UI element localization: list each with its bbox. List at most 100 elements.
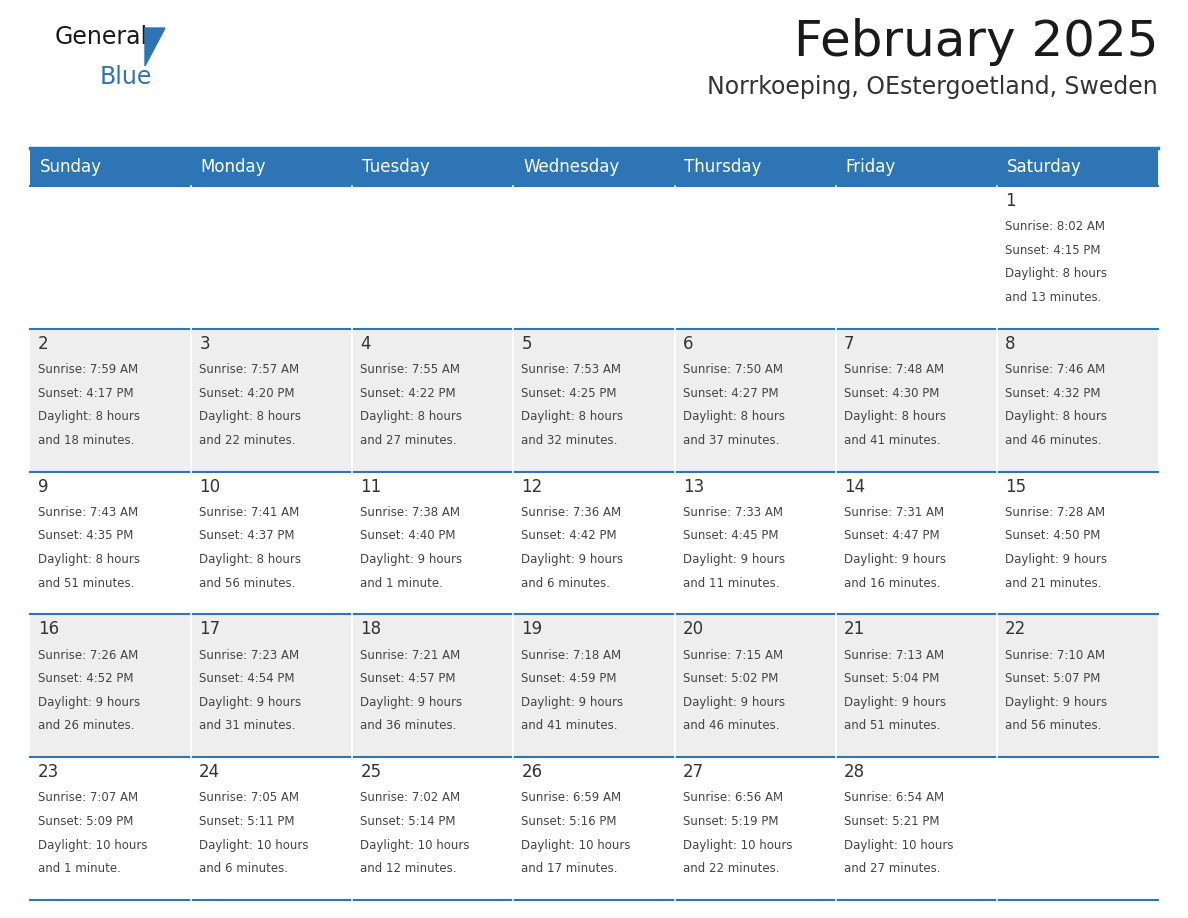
Text: 27: 27 bbox=[683, 763, 703, 781]
Text: Sunrise: 7:59 AM: Sunrise: 7:59 AM bbox=[38, 364, 138, 376]
Text: Sunrise: 7:13 AM: Sunrise: 7:13 AM bbox=[843, 649, 944, 662]
Text: Sunrise: 7:07 AM: Sunrise: 7:07 AM bbox=[38, 791, 138, 804]
Text: Sunrise: 7:43 AM: Sunrise: 7:43 AM bbox=[38, 506, 138, 519]
Text: and 36 minutes.: and 36 minutes. bbox=[360, 720, 456, 733]
Text: 25: 25 bbox=[360, 763, 381, 781]
Text: Sunrise: 7:10 AM: Sunrise: 7:10 AM bbox=[1005, 649, 1105, 662]
Text: 5: 5 bbox=[522, 335, 532, 353]
Text: Daylight: 8 hours: Daylight: 8 hours bbox=[843, 410, 946, 423]
Text: Sunset: 5:16 PM: Sunset: 5:16 PM bbox=[522, 815, 617, 828]
Bar bbox=[835, 614, 997, 757]
Text: Sunrise: 6:56 AM: Sunrise: 6:56 AM bbox=[683, 791, 783, 804]
Bar bbox=[835, 186, 997, 329]
Text: Sunset: 4:17 PM: Sunset: 4:17 PM bbox=[38, 386, 134, 399]
Text: 21: 21 bbox=[843, 621, 865, 638]
Text: Sunset: 4:32 PM: Sunset: 4:32 PM bbox=[1005, 386, 1100, 399]
Text: Daylight: 10 hours: Daylight: 10 hours bbox=[843, 839, 953, 852]
Text: Sunrise: 7:38 AM: Sunrise: 7:38 AM bbox=[360, 506, 460, 519]
Bar bbox=[513, 329, 675, 472]
Text: 2: 2 bbox=[38, 335, 49, 353]
Text: Sunrise: 7:02 AM: Sunrise: 7:02 AM bbox=[360, 791, 461, 804]
Text: 18: 18 bbox=[360, 621, 381, 638]
Text: Daylight: 9 hours: Daylight: 9 hours bbox=[683, 553, 785, 566]
Bar bbox=[675, 148, 835, 186]
Bar bbox=[675, 186, 835, 329]
Text: Daylight: 8 hours: Daylight: 8 hours bbox=[200, 553, 302, 566]
Text: Sunrise: 7:28 AM: Sunrise: 7:28 AM bbox=[1005, 506, 1105, 519]
Text: Daylight: 8 hours: Daylight: 8 hours bbox=[38, 410, 140, 423]
Bar bbox=[513, 757, 675, 900]
Text: Blue: Blue bbox=[100, 65, 152, 89]
Bar bbox=[675, 757, 835, 900]
Text: and 1 minute.: and 1 minute. bbox=[360, 577, 443, 589]
Bar bbox=[835, 148, 997, 186]
Bar bbox=[513, 472, 675, 614]
Bar bbox=[353, 757, 513, 900]
Text: Sunrise: 6:59 AM: Sunrise: 6:59 AM bbox=[522, 791, 621, 804]
Text: 13: 13 bbox=[683, 477, 703, 496]
Text: Sunset: 5:11 PM: Sunset: 5:11 PM bbox=[200, 815, 295, 828]
Text: 19: 19 bbox=[522, 621, 543, 638]
Bar bbox=[191, 472, 353, 614]
Text: 15: 15 bbox=[1005, 477, 1026, 496]
Polygon shape bbox=[145, 28, 165, 66]
Text: 7: 7 bbox=[843, 335, 854, 353]
Text: Sunset: 4:37 PM: Sunset: 4:37 PM bbox=[200, 530, 295, 543]
Bar bbox=[513, 148, 675, 186]
Text: Daylight: 8 hours: Daylight: 8 hours bbox=[683, 410, 784, 423]
Text: and 21 minutes.: and 21 minutes. bbox=[1005, 577, 1101, 589]
Text: Daylight: 9 hours: Daylight: 9 hours bbox=[200, 696, 302, 709]
Text: Saturday: Saturday bbox=[1006, 158, 1081, 176]
Text: Monday: Monday bbox=[201, 158, 266, 176]
Text: 20: 20 bbox=[683, 621, 703, 638]
Text: Sunset: 4:47 PM: Sunset: 4:47 PM bbox=[843, 530, 940, 543]
Text: Sunrise: 7:15 AM: Sunrise: 7:15 AM bbox=[683, 649, 783, 662]
Text: Sunset: 4:40 PM: Sunset: 4:40 PM bbox=[360, 530, 456, 543]
Text: and 6 minutes.: and 6 minutes. bbox=[522, 577, 611, 589]
Text: and 41 minutes.: and 41 minutes. bbox=[843, 434, 940, 447]
Text: and 27 minutes.: and 27 minutes. bbox=[360, 434, 457, 447]
Bar bbox=[835, 472, 997, 614]
Text: and 13 minutes.: and 13 minutes. bbox=[1005, 291, 1101, 304]
Text: Sunrise: 7:31 AM: Sunrise: 7:31 AM bbox=[843, 506, 944, 519]
Bar bbox=[997, 614, 1158, 757]
Text: 10: 10 bbox=[200, 477, 220, 496]
Text: Daylight: 8 hours: Daylight: 8 hours bbox=[360, 410, 462, 423]
Text: Sunrise: 7:23 AM: Sunrise: 7:23 AM bbox=[200, 649, 299, 662]
Text: 23: 23 bbox=[38, 763, 59, 781]
Bar bbox=[835, 757, 997, 900]
Text: Daylight: 9 hours: Daylight: 9 hours bbox=[843, 696, 946, 709]
Text: Sunrise: 7:48 AM: Sunrise: 7:48 AM bbox=[843, 364, 944, 376]
Text: 22: 22 bbox=[1005, 621, 1026, 638]
Text: and 22 minutes.: and 22 minutes. bbox=[683, 862, 779, 875]
Text: and 6 minutes.: and 6 minutes. bbox=[200, 862, 289, 875]
Text: Sunset: 5:19 PM: Sunset: 5:19 PM bbox=[683, 815, 778, 828]
Bar bbox=[191, 186, 353, 329]
Text: Daylight: 9 hours: Daylight: 9 hours bbox=[360, 553, 462, 566]
Text: Sunset: 4:42 PM: Sunset: 4:42 PM bbox=[522, 530, 617, 543]
Text: Sunday: Sunday bbox=[39, 158, 102, 176]
Text: Thursday: Thursday bbox=[684, 158, 762, 176]
Text: and 56 minutes.: and 56 minutes. bbox=[1005, 720, 1101, 733]
Text: Sunrise: 7:57 AM: Sunrise: 7:57 AM bbox=[200, 364, 299, 376]
Text: 17: 17 bbox=[200, 621, 220, 638]
Bar bbox=[191, 329, 353, 472]
Bar bbox=[835, 329, 997, 472]
Text: 12: 12 bbox=[522, 477, 543, 496]
Text: Daylight: 10 hours: Daylight: 10 hours bbox=[683, 839, 792, 852]
Bar bbox=[997, 148, 1158, 186]
Text: Daylight: 9 hours: Daylight: 9 hours bbox=[522, 696, 624, 709]
Text: 24: 24 bbox=[200, 763, 220, 781]
Text: Daylight: 10 hours: Daylight: 10 hours bbox=[360, 839, 469, 852]
Bar bbox=[30, 329, 191, 472]
Text: February 2025: February 2025 bbox=[794, 18, 1158, 66]
Text: Sunrise: 7:55 AM: Sunrise: 7:55 AM bbox=[360, 364, 460, 376]
Text: Sunrise: 7:18 AM: Sunrise: 7:18 AM bbox=[522, 649, 621, 662]
Text: and 11 minutes.: and 11 minutes. bbox=[683, 577, 779, 589]
Bar bbox=[191, 148, 353, 186]
Text: General: General bbox=[55, 25, 148, 49]
Text: and 16 minutes.: and 16 minutes. bbox=[843, 577, 940, 589]
Text: Sunrise: 7:41 AM: Sunrise: 7:41 AM bbox=[200, 506, 299, 519]
Text: and 32 minutes.: and 32 minutes. bbox=[522, 434, 618, 447]
Text: Sunset: 5:09 PM: Sunset: 5:09 PM bbox=[38, 815, 133, 828]
